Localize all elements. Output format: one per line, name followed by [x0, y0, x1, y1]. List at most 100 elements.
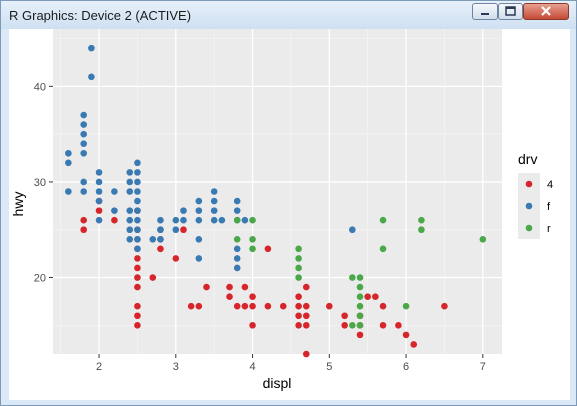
x-tick-label: 2 — [96, 361, 102, 373]
data-point-f — [88, 44, 95, 52]
data-point-4 — [302, 350, 310, 358]
data-point-4 — [134, 312, 141, 320]
data-point-f — [195, 255, 203, 262]
x-tick-label: 3 — [173, 361, 179, 373]
data-point-4 — [395, 322, 402, 329]
data-point-f — [95, 216, 103, 224]
data-point-4 — [264, 302, 272, 310]
data-point-r — [379, 216, 387, 224]
data-points — [65, 44, 487, 358]
data-point-r — [356, 302, 364, 310]
data-point-f — [157, 226, 164, 234]
data-point-f — [180, 207, 187, 214]
data-point-r — [249, 245, 256, 253]
data-point-4 — [249, 302, 256, 310]
data-point-4 — [226, 293, 233, 300]
data-point-f — [126, 188, 134, 195]
data-point-r — [349, 322, 356, 329]
data-point-r — [479, 235, 487, 243]
window-title: R Graphics: Device 2 (ACTIVE) — [9, 8, 192, 23]
legend-key-4 — [525, 180, 533, 188]
data-point-f — [134, 159, 141, 167]
maximize-button[interactable] — [498, 3, 523, 20]
data-point-r — [349, 274, 356, 281]
data-point-4 — [134, 283, 141, 291]
data-point-4 — [379, 322, 387, 329]
x-tick-label: 4 — [249, 361, 255, 373]
data-point-r — [295, 245, 302, 253]
data-point-f — [134, 216, 141, 224]
plot-panel — [53, 29, 502, 354]
data-point-r — [402, 302, 410, 310]
y-axis: 20 30 40 — [34, 81, 53, 285]
data-point-r — [379, 245, 387, 253]
data-point-r — [233, 235, 241, 243]
data-point-f — [80, 178, 88, 186]
minimize-icon — [473, 4, 497, 19]
data-point-f — [65, 159, 72, 167]
data-point-4 — [410, 341, 418, 348]
data-point-f — [233, 264, 241, 272]
data-point-4 — [372, 293, 379, 300]
data-point-f — [172, 226, 180, 234]
data-point-r — [295, 264, 302, 272]
title-bar[interactable]: R Graphics: Device 2 (ACTIVE) — [1, 1, 576, 29]
data-point-r — [356, 283, 364, 291]
data-point-f — [126, 235, 134, 243]
data-point-f — [80, 149, 88, 157]
data-point-r — [295, 274, 302, 281]
x-tick-label: 7 — [480, 361, 486, 373]
data-point-4 — [149, 274, 157, 281]
data-point-f — [134, 207, 141, 214]
legend-label-r: r — [547, 223, 551, 235]
data-point-4 — [111, 216, 118, 224]
data-point-f — [134, 178, 141, 186]
data-point-r — [249, 235, 256, 243]
data-point-f — [195, 235, 203, 243]
data-point-4 — [180, 226, 187, 234]
close-icon — [524, 4, 568, 19]
data-point-4 — [95, 207, 103, 214]
data-point-4 — [233, 302, 241, 310]
close-button[interactable] — [523, 3, 569, 20]
data-point-f — [126, 169, 134, 176]
data-point-f — [180, 216, 187, 224]
data-point-f — [88, 73, 95, 81]
data-point-f — [233, 245, 241, 253]
data-point-4 — [379, 302, 387, 310]
data-point-4 — [249, 322, 256, 329]
data-point-4 — [80, 226, 88, 234]
data-point-f — [111, 188, 118, 195]
data-point-f — [241, 216, 249, 224]
data-point-4 — [295, 302, 302, 310]
legend-label-4: 4 — [547, 179, 553, 191]
data-point-f — [80, 121, 88, 128]
data-point-f — [157, 216, 164, 224]
data-point-4 — [226, 283, 233, 291]
data-point-f — [95, 169, 103, 176]
data-point-4 — [279, 302, 287, 310]
data-point-f — [80, 140, 88, 148]
data-point-f — [95, 188, 103, 195]
data-point-r — [356, 312, 364, 320]
minimize-button[interactable] — [472, 3, 498, 20]
data-point-f — [134, 197, 141, 205]
legend-title: drv — [518, 151, 537, 167]
y-tick-label: 40 — [34, 81, 46, 93]
data-point-f — [80, 111, 88, 119]
legend-key-f — [525, 202, 533, 210]
data-point-4 — [134, 274, 141, 281]
data-point-4 — [134, 264, 141, 272]
data-point-4 — [295, 312, 302, 320]
data-point-f — [157, 235, 164, 243]
data-point-f — [172, 216, 180, 224]
data-point-f — [111, 207, 118, 214]
data-point-r — [233, 216, 241, 224]
data-point-f — [195, 197, 203, 205]
data-point-r — [295, 255, 302, 262]
data-point-4 — [134, 322, 141, 329]
data-point-f — [210, 216, 218, 224]
data-point-r — [356, 293, 364, 300]
